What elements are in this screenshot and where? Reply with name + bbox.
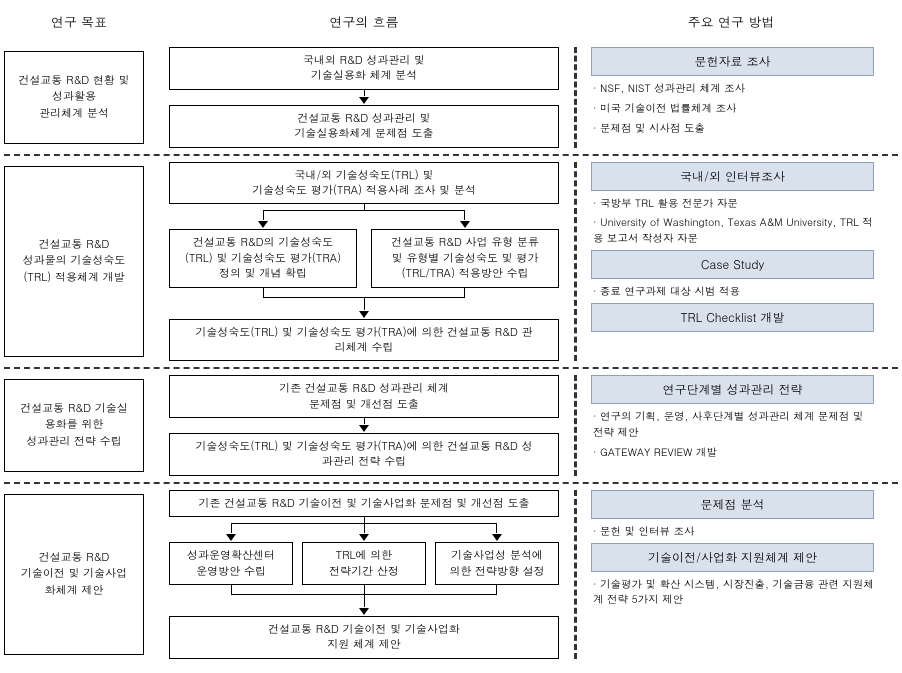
method-box: 국내/외 인터뷰조사 — [591, 162, 874, 191]
goal-col: 건설교통 R&D 기술실 용화를 위한 성과관리 전략 수립 — [4, 375, 154, 476]
method-col: 연구단계별 성과관리 전략연구의 기획, 운영, 사후단계별 성과관리 체계 문… — [574, 375, 874, 476]
flow-box: 건설교통 R&D의 기술성숙도 (TRL) 및 기술성숙도 평가(TRA) 정의… — [169, 229, 357, 287]
method-inner: 문헌자료 조사 NSF, NIST 성과관리 체계 조사미국 기술이전 법률체계 … — [591, 47, 874, 135]
flow-inner: 기존 건설교통 R&D 성과관리 체계 문제점 및 개선점 도출기술성숙도(TR… — [160, 375, 568, 476]
method-col: 문헌자료 조사 NSF, NIST 성과관리 체계 조사미국 기술이전 법률체계 … — [574, 47, 874, 148]
flow-col: 국내/외 기술성숙도(TRL) 및 기술성숙도 평가(TRA) 적용사례 조사 … — [154, 162, 574, 362]
goal-box: 건설교통 R&D 성과물의 기술성숙도 (TRL) 적용체계 개발 — [4, 166, 144, 358]
method-box: Case Study — [591, 250, 874, 279]
flow-inner: 국내외 R&D 성과관리 및 기술실용화 체계 분석건설교통 R&D 성과관리 … — [160, 47, 568, 148]
method-col: 국내/외 인터뷰조사국방부 TRL 활용 전문가 자문 University of… — [574, 162, 874, 362]
method-item: GATEWAY REVIEW 개발 — [591, 444, 874, 460]
method-item: University of Washington, Texas A&M Univ… — [591, 214, 874, 246]
flow-box: 기술사업성 분석에 의한 전략방향 설정 — [435, 542, 559, 585]
flow-box: 성과운영확산센터 운영방안 수립 — [169, 542, 293, 585]
method-item: 종료 연구과제 대상 시범 적용 — [591, 283, 874, 299]
method-col: 문제점 분석문헌 및 인터뷰 조사기술이전/사업화 지원체계 제안기술평가 및 … — [574, 490, 874, 659]
method-item: 문제점 및 시사점 도출 — [591, 120, 874, 136]
section-row: 건설교통 R&D 기술이전 및 기술사업 화체계 제안기존 건설교통 R&D 기… — [4, 484, 898, 665]
method-item: NSF, NIST 성과관리 체계 조사 — [591, 80, 874, 96]
method-box: 문제점 분석 — [591, 490, 874, 519]
method-box: TRL Checklist 개발 — [591, 303, 874, 332]
method-box: 연구단계별 성과관리 전략 — [591, 375, 874, 404]
method-inner: 문제점 분석문헌 및 인터뷰 조사기술이전/사업화 지원체계 제안기술평가 및 … — [591, 490, 874, 607]
arrow-down-icon — [359, 304, 369, 319]
goal-box: 건설교통 R&D 현황 및 성과활용 관리체계 분석 — [4, 51, 144, 144]
header-goal: 연구 목표 — [4, 8, 154, 35]
flow-box: 기술성숙도(TRL) 및 기술성숙도 평가(TRA)에 의한 건설교통 R&D … — [169, 433, 559, 476]
merge3-connector — [169, 585, 559, 595]
section-row: 건설교통 R&D 성과물의 기술성숙도 (TRL) 적용체계 개발 국내/외 기술… — [4, 156, 898, 370]
arrow-down-icon — [359, 90, 369, 105]
arrow-down-icon — [359, 418, 369, 433]
goal-col: 건설교통 R&D 성과물의 기술성숙도 (TRL) 적용체계 개발 — [4, 162, 154, 362]
merge-connector — [169, 288, 559, 298]
split-row: 건설교통 R&D의 기술성숙도 (TRL) 및 기술성숙도 평가(TRA) 정의… — [169, 229, 559, 287]
split3-connector — [169, 523, 559, 533]
flow-box: 국내/외 기술성숙도(TRL) 및 기술성숙도 평가(TRA) 적용사례 조사 … — [169, 162, 559, 205]
goal-col: 건설교통 R&D 현황 및 성과활용 관리체계 분석 — [4, 47, 154, 148]
flow-box: 건설교통 R&D 성과관리 및 기술실용화체계 문제점 도출 — [169, 105, 559, 148]
method-item: 국방부 TRL 활용 전문가 자문 — [591, 195, 874, 211]
method-inner: 연구단계별 성과관리 전략연구의 기획, 운영, 사후단계별 성과관리 체계 문… — [591, 375, 874, 459]
section-row: 건설교통 R&D 현황 및 성과활용 관리체계 분석국내외 R&D 성과관리 및… — [4, 41, 898, 156]
split-connector — [169, 210, 559, 220]
arrow-down-icon — [359, 601, 369, 616]
method-box: 문헌자료 조사 — [591, 47, 874, 76]
arrow-down-icon — [435, 533, 559, 542]
flow-box: 기존 건설교통 R&D 성과관리 체계 문제점 및 개선점 도출 — [169, 375, 559, 418]
flow-col: 기존 건설교통 R&D 성과관리 체계 문제점 및 개선점 도출기술성숙도(TR… — [154, 375, 574, 476]
flow-inner: 기존 건설교통 R&D 기술이전 및 기술사업화 문제점 및 개선점 도출성과운… — [160, 490, 568, 659]
method-item: 문헌 및 인터뷰 조사 — [591, 523, 874, 539]
flow-inner: 국내/외 기술성숙도(TRL) 및 기술성숙도 평가(TRA) 적용사례 조사 … — [160, 162, 568, 362]
flow-box: 국내외 R&D 성과관리 및 기술실용화 체계 분석 — [169, 47, 559, 90]
method-inner: 국내/외 인터뷰조사국방부 TRL 활용 전문가 자문 University of… — [591, 162, 874, 332]
flow-box: TRL에 의한 전략기간 산정 — [302, 542, 426, 585]
flow-box: 건설교통 R&D 기술이전 및 기술사업화 지원 체계 제안 — [169, 616, 559, 659]
method-item: 미국 기술이전 법률체계 조사 — [591, 100, 874, 116]
flow-box: 기술성숙도(TRL) 및 기술성숙도 평가(TRA)에 의한 건설교통 R&D … — [169, 319, 559, 362]
flow-box: 기존 건설교통 R&D 기술이전 및 기술사업화 문제점 및 개선점 도출 — [169, 490, 559, 517]
header-flow: 연구의 흐름 — [154, 8, 574, 35]
section-row: 건설교통 R&D 기술실 용화를 위한 성과관리 전략 수립기존 건설교통 R&… — [4, 369, 898, 484]
flow-col: 기존 건설교통 R&D 기술이전 및 기술사업화 문제점 및 개선점 도출성과운… — [154, 490, 574, 659]
arrow-down-icon — [169, 533, 293, 542]
arrow-down-icon — [169, 220, 357, 229]
method-box: 기술이전/사업화 지원체계 제안 — [591, 543, 874, 572]
method-item: 기술평가 및 확산 시스템, 시장진출, 기술금융 관련 지원체계 전략 5가지… — [591, 576, 874, 608]
arrow-down-icon — [371, 220, 559, 229]
flow-box: 건설교통 R&D 사업 유형 분류 및 유형별 기술성숙도 및 평가 (TRL/… — [371, 229, 559, 287]
header-method: 주요 연구 방법 — [574, 8, 874, 35]
flow-col: 국내외 R&D 성과관리 및 기술실용화 체계 분석건설교통 R&D 성과관리 … — [154, 47, 574, 148]
goal-box: 건설교통 R&D 기술이전 및 기술사업 화체계 제안 — [4, 494, 144, 655]
goal-col: 건설교통 R&D 기술이전 및 기술사업 화체계 제안 — [4, 490, 154, 659]
split-row-3: 성과운영확산센터 운영방안 수립TRL에 의한 전략기간 산정기술사업성 분석에… — [169, 542, 559, 585]
method-item: 연구의 기획, 운영, 사후단계별 성과관리 체계 문제점 및 전략 제안 — [591, 408, 874, 440]
arrow-down-icon — [302, 533, 426, 542]
goal-box: 건설교통 R&D 기술실 용화를 위한 성과관리 전략 수립 — [4, 379, 144, 472]
